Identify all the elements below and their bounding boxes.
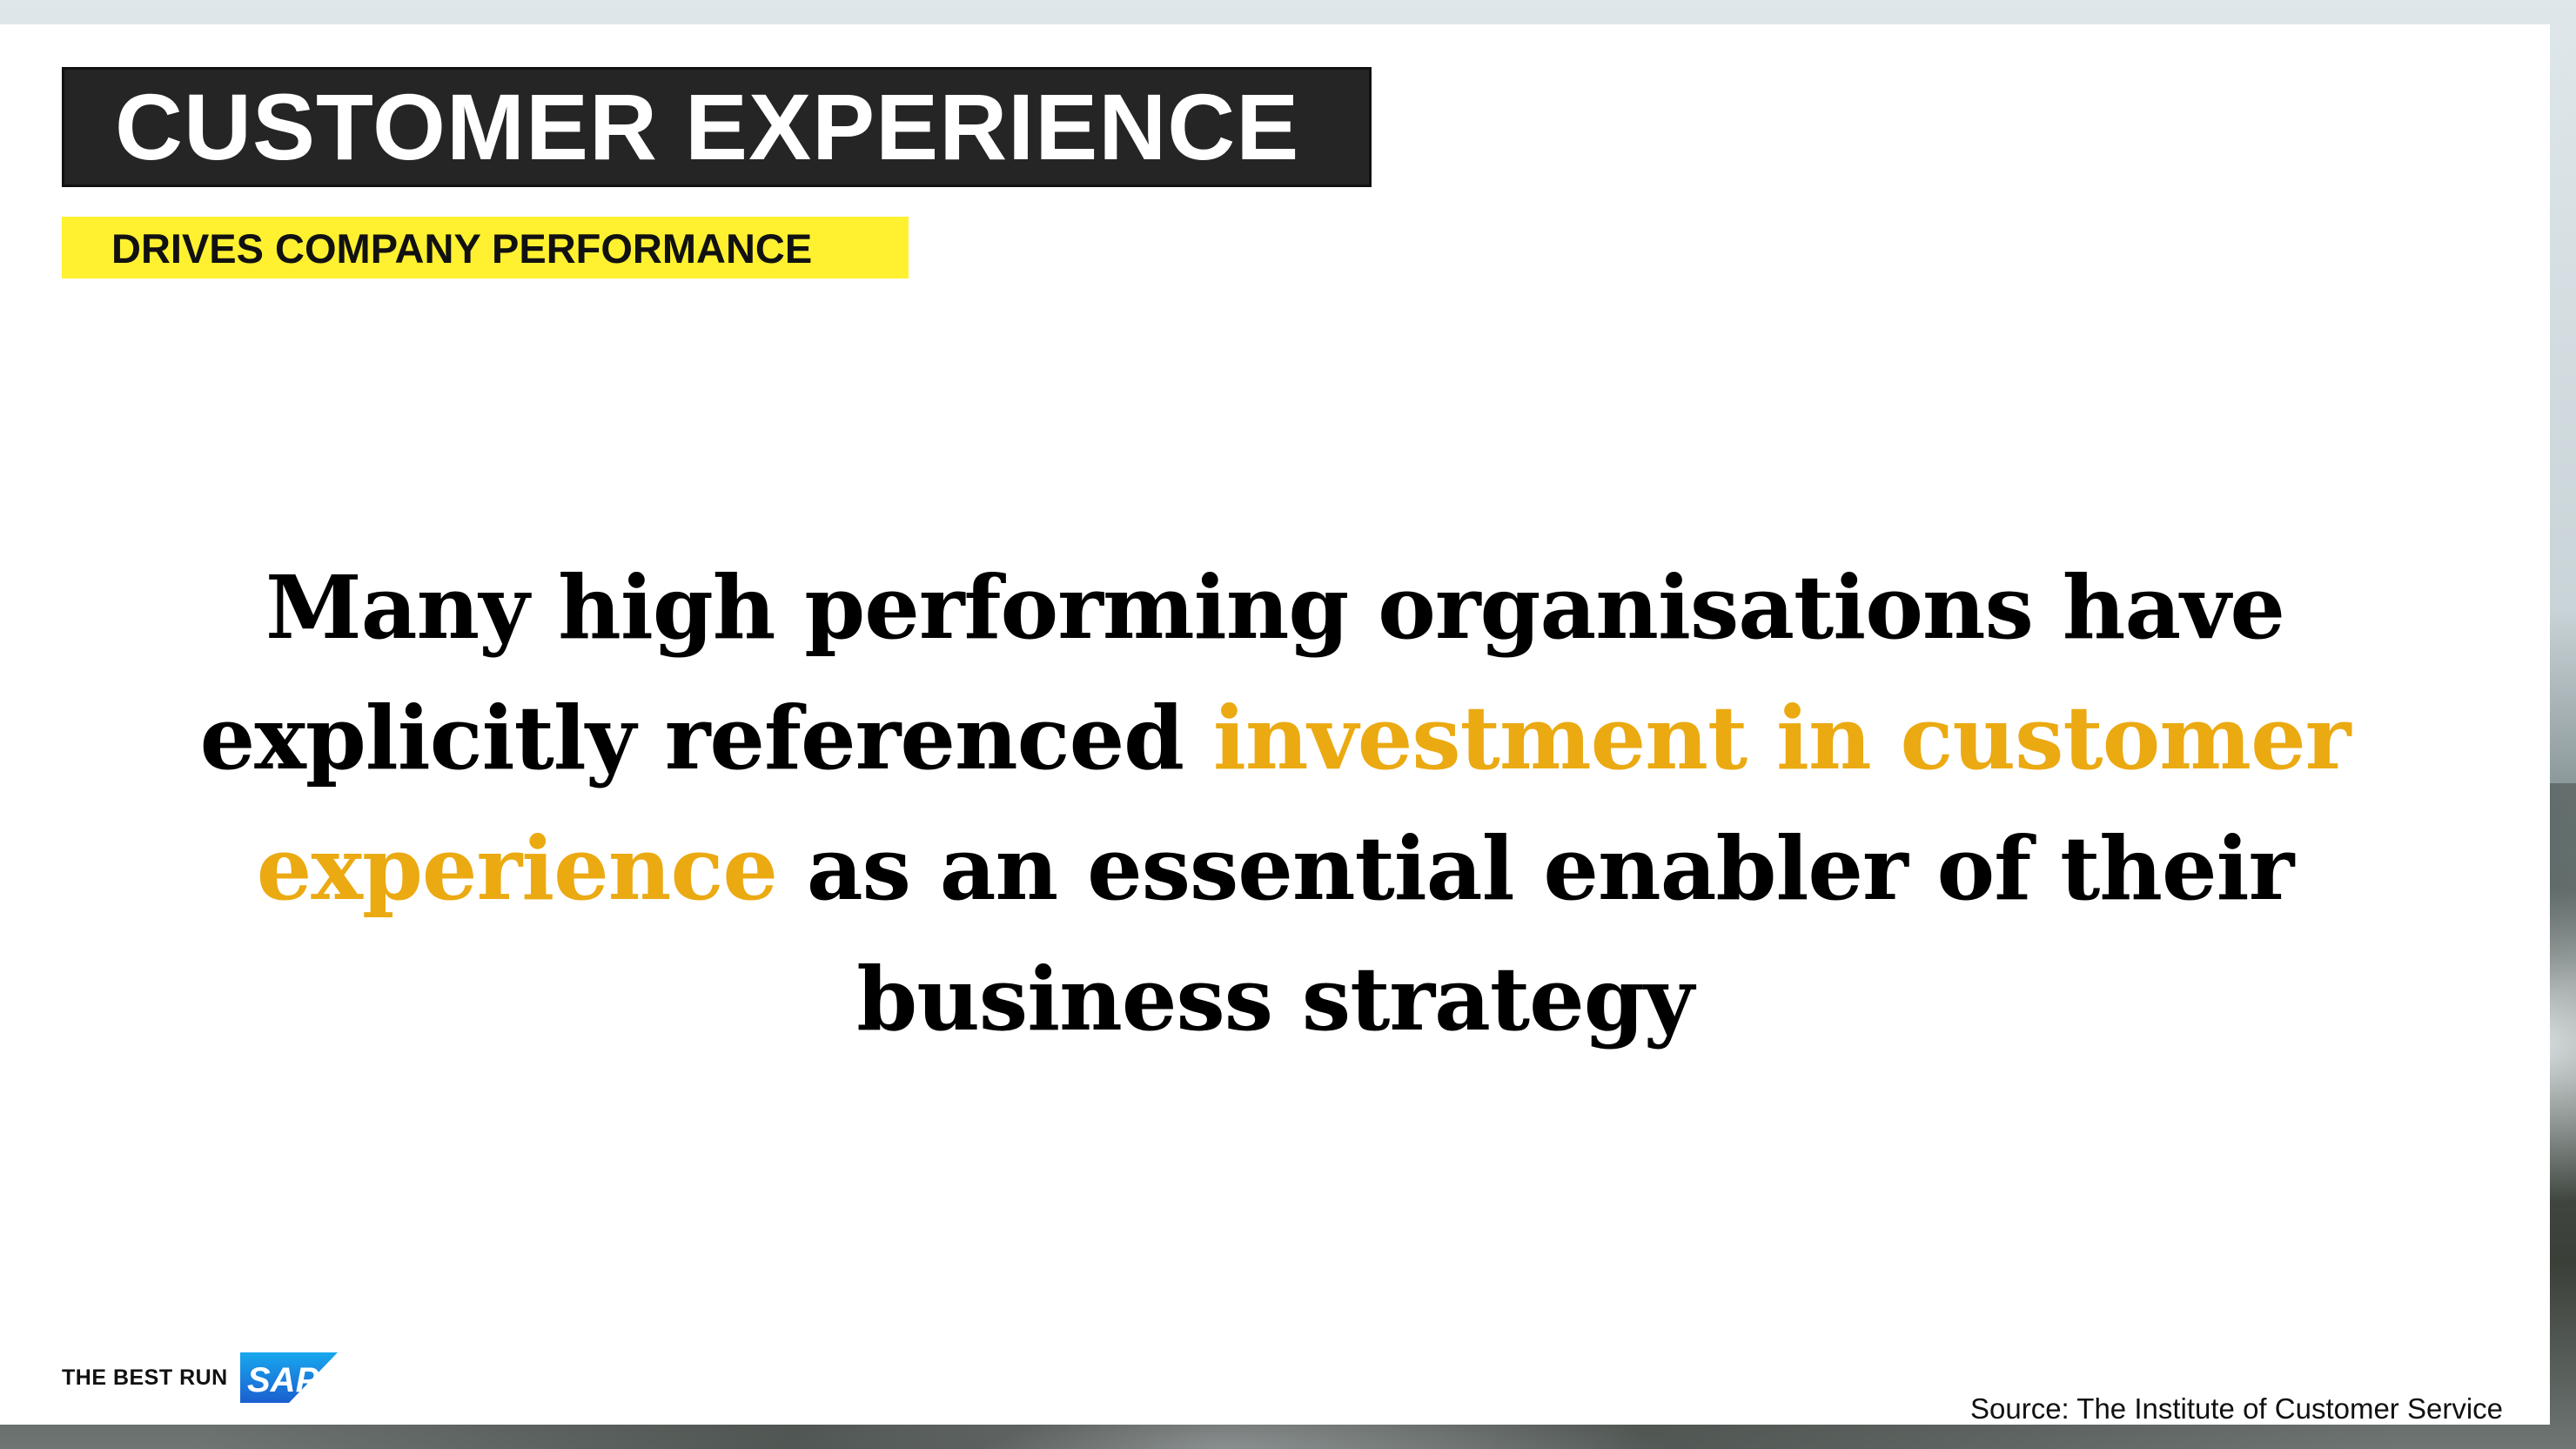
brand-tagline: THE BEST RUN [62,1365,228,1390]
slide-subtitle: DRIVES COMPANY PERFORMANCE [111,225,813,272]
slide-title: CUSTOMER EXPERIENCE [115,74,1300,179]
quote-text-part2: as an essential enabler of their busines… [777,817,2294,1050]
subtitle-banner: DRIVES COMPANY PERFORMANCE [62,217,909,278]
quote-text-part1: Many high performing organisations have … [199,556,2285,789]
source-citation: Source: The Institute of Customer Servic… [1970,1392,2503,1425]
title-banner: CUSTOMER EXPERIENCE [62,67,1372,187]
quote-highlight: investment in customer experience [256,687,2351,920]
slide-card: CUSTOMER EXPERIENCE DRIVES COMPANY PERFO… [0,24,2550,1425]
sap-branding: THE BEST RUN SAP [62,1347,338,1408]
main-quote: Many high performing organisations have … [78,542,2472,1064]
sap-logo-icon: SAP [239,1352,338,1403]
sap-logo-text: SAP [247,1361,319,1399]
